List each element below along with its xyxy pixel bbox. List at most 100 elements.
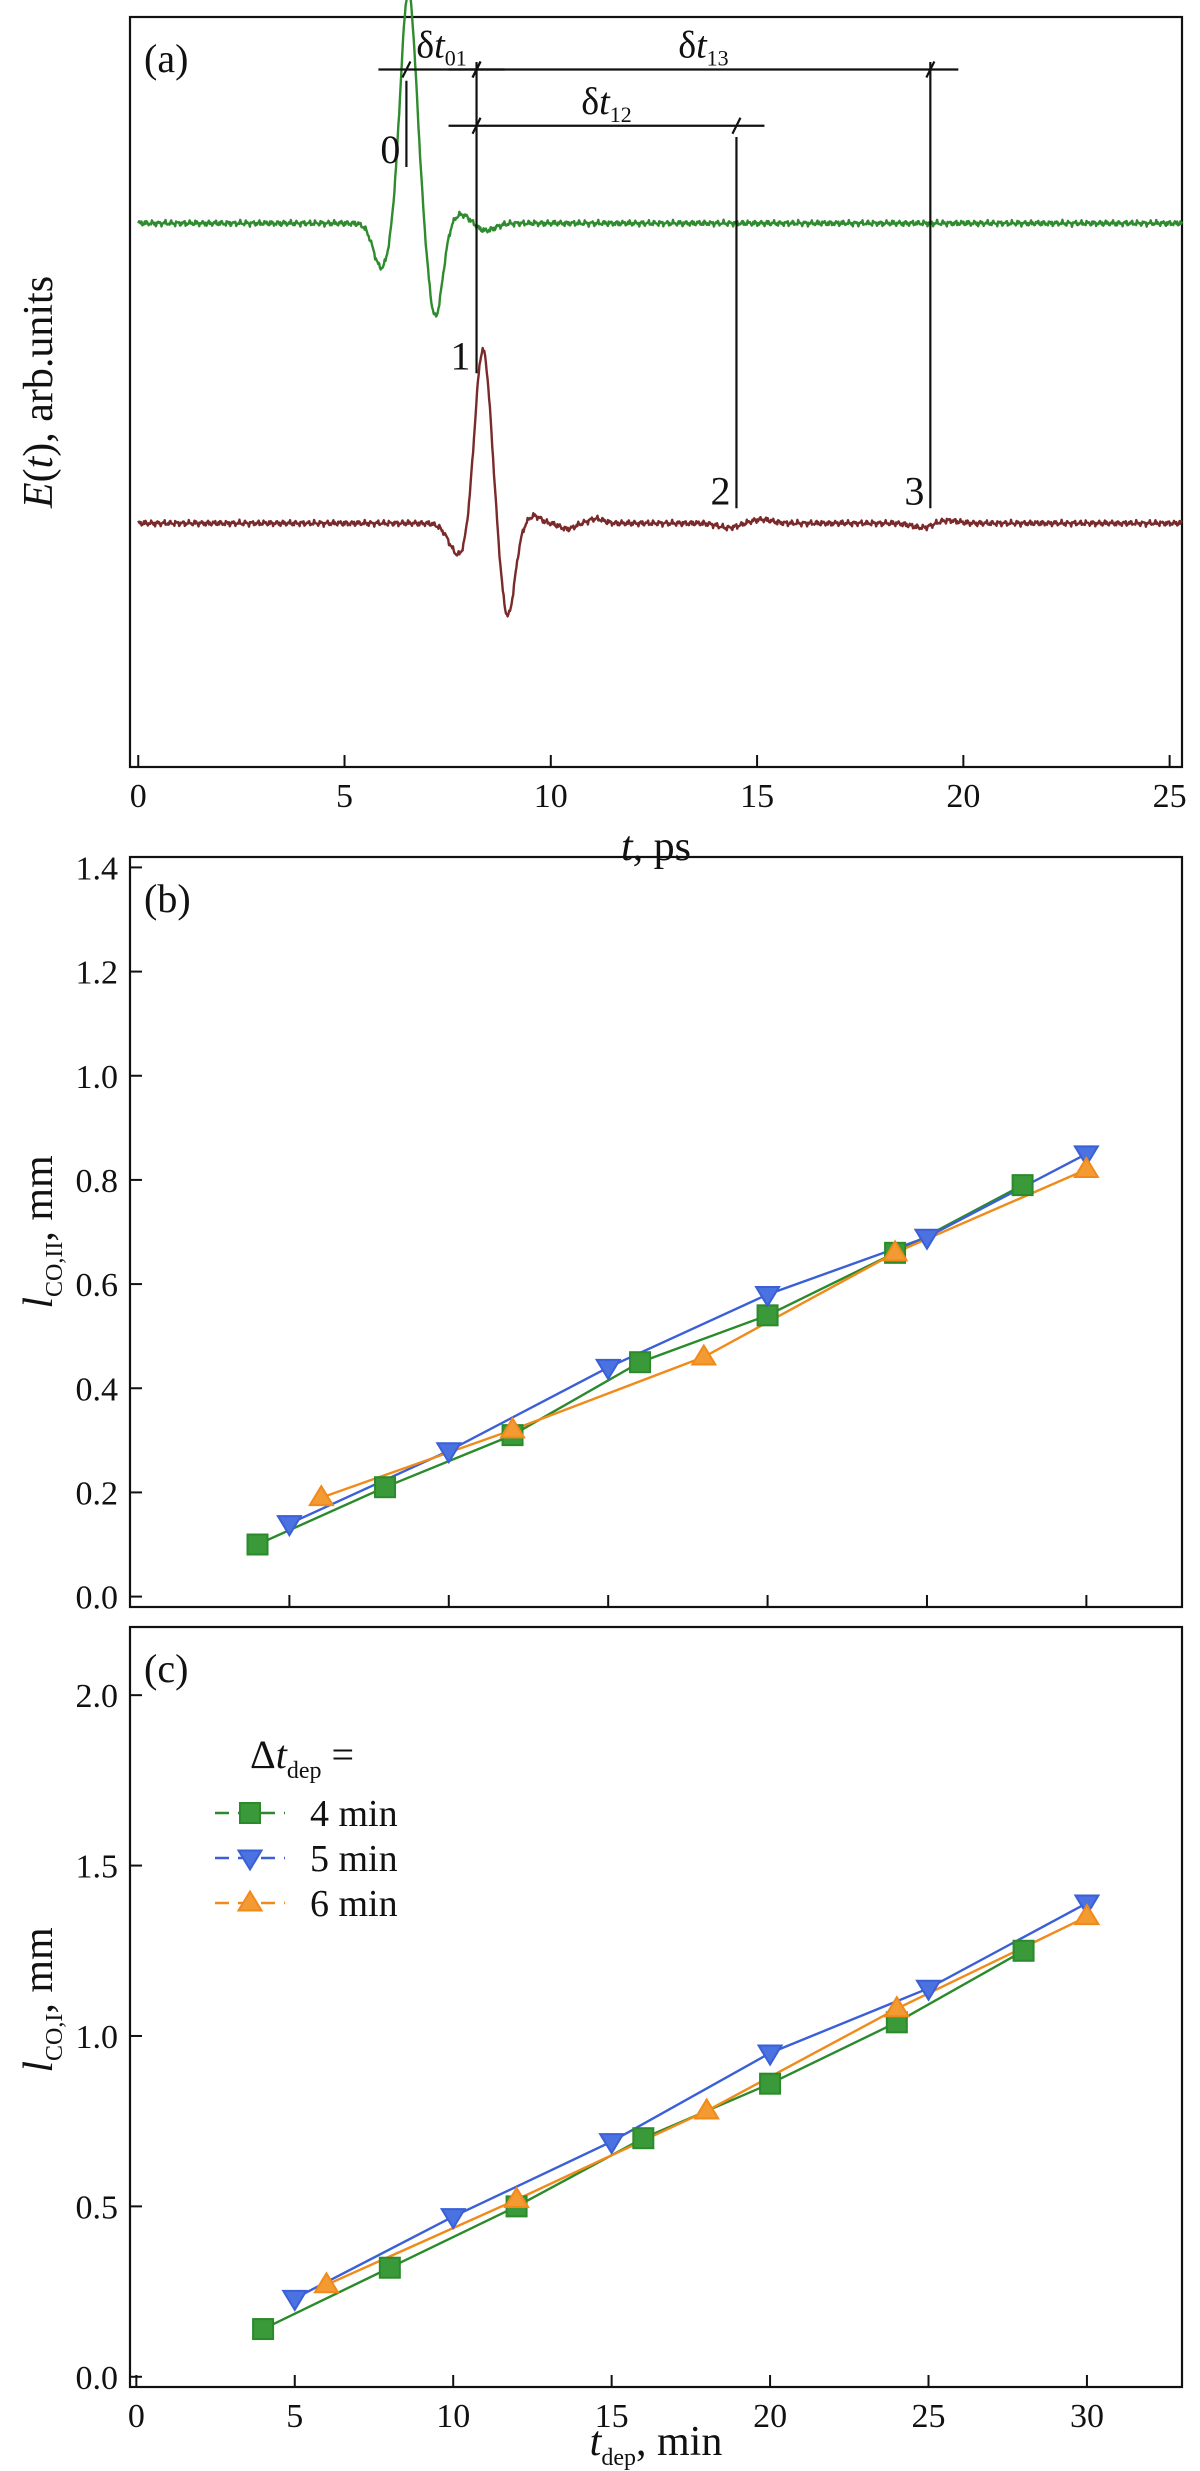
- interval-tick: [731, 117, 742, 135]
- interval-label-13: δt13: [678, 25, 728, 71]
- legend-entry-4-min: 4 min: [215, 1793, 398, 1835]
- data-point: [246, 1533, 269, 1556]
- y-tick-label: 1.4: [76, 850, 119, 887]
- data-point: [499, 1416, 526, 1439]
- panel-b-lco2-vs-time: (b) 0.0 0.2 0.4 0.6 0.8 1.0 1.2 1.4 lCO,II, mm: [16, 850, 1184, 1617]
- panel-c-series: [252, 1894, 1101, 2341]
- marker-label-1: 1: [451, 333, 471, 378]
- x-tick-label: 15: [595, 2398, 629, 2435]
- x-tick-label: 10: [436, 2398, 470, 2435]
- panel-b-series: [246, 1145, 1100, 1556]
- data-point: [881, 1239, 909, 1262]
- legend-marker: [236, 1849, 264, 1872]
- x-tick-label: 5: [286, 2398, 303, 2435]
- y-tick-label: 0.4: [76, 1371, 119, 1408]
- panel-a-signals: [137, 0, 1184, 618]
- panel-a-y-axis-label: E(t), arb.units: [16, 276, 62, 509]
- interval-label-01: δt01: [416, 25, 466, 71]
- markers-6-min: [307, 1156, 1100, 1507]
- legend-label: 5 min: [310, 1838, 398, 1880]
- data-point: [252, 2318, 275, 2341]
- data-point: [281, 2289, 309, 2312]
- sample-waveform: [137, 346, 1183, 618]
- y-tick-label: 1.0: [76, 1059, 119, 1096]
- panel-b-x-ticks: [129, 1595, 1088, 1607]
- x-tick-label: 20: [946, 778, 980, 815]
- y-tick-label: 1.2: [76, 955, 119, 992]
- data-point: [754, 1286, 781, 1308]
- interval-tick: [471, 61, 482, 78]
- data-point: [378, 2256, 401, 2279]
- panel-a-delay-intervals: δt01 δt13 δt12: [378, 25, 959, 135]
- y-tick-label: 2.0: [76, 1678, 119, 1715]
- data-point: [307, 1484, 335, 1507]
- data-point: [632, 2127, 655, 2150]
- data-point: [915, 1979, 942, 2002]
- data-point: [1073, 1156, 1100, 1178]
- series-5-min: [288, 1152, 1087, 1525]
- interval-tick: [471, 117, 482, 135]
- x-tick-label: 0: [130, 778, 147, 815]
- panel-a-delay-markers: 0 1 2 3: [380, 62, 932, 513]
- marker-label-3: 3: [904, 468, 924, 513]
- data-point: [693, 2097, 720, 2120]
- markers-4-min: [252, 1939, 1035, 2341]
- marker-label-0: 0: [380, 127, 400, 172]
- data-point: [313, 2271, 340, 2294]
- panel-b-y-axis-label: lCO,II, mm: [16, 1155, 68, 1309]
- panel-c-label: (c): [144, 1646, 188, 1691]
- series-line: [294, 1902, 1088, 2300]
- y-tick-label: 1.5: [76, 1849, 119, 1886]
- x-tick-label: 25: [1153, 778, 1187, 815]
- y-tick-label: 0.8: [76, 1163, 119, 1200]
- markers-5-min: [281, 1894, 1101, 2312]
- panel-c-lco1-vs-time: (c) 0.0 0.5 1.0 1.5 2.0 0 5 10 15 20 25 30 Δtdep =…: [16, 1625, 1184, 2471]
- data-point: [883, 1995, 911, 2018]
- series-line: [288, 1152, 1087, 1525]
- data-point: [503, 2186, 530, 2209]
- x-tick-label: 5: [336, 778, 353, 815]
- legend-label: 4 min: [310, 1793, 398, 1835]
- panel-a-label: (a): [144, 36, 188, 81]
- data-point: [1012, 1939, 1035, 1962]
- data-point: [276, 1515, 303, 1538]
- legend-title: Δtdep =: [250, 1732, 354, 1784]
- x-tick-label: 15: [740, 778, 774, 815]
- data-point: [435, 1442, 463, 1465]
- interval-tick: [925, 61, 936, 78]
- marker-label-2: 2: [710, 468, 730, 513]
- data-point: [759, 2072, 782, 2095]
- legend-entry-6-min: 6 min: [215, 1883, 398, 1925]
- y-tick-label: 0.6: [76, 1267, 119, 1304]
- x-tick-label: 10: [534, 778, 568, 815]
- data-point: [756, 2044, 784, 2067]
- data-point: [374, 1476, 397, 1499]
- legend-label: 6 min: [310, 1883, 398, 1925]
- panel-c-frame: [128, 1625, 1184, 2389]
- legend-marker: [236, 1889, 264, 1912]
- panel-a-x-axis-label: t, ps: [621, 824, 691, 870]
- data-point: [1011, 1174, 1034, 1197]
- panel-c-y-axis-label: lCO,I, mm: [16, 1927, 68, 2073]
- reference-waveform: [137, 0, 1184, 318]
- y-tick-label: 0.2: [76, 1475, 119, 1512]
- y-tick-label: 0.0: [76, 2360, 119, 2397]
- markers-6-min: [313, 1903, 1101, 2294]
- data-point: [1073, 1903, 1101, 1926]
- series-line: [320, 1168, 1087, 1499]
- markers-5-min: [276, 1145, 1100, 1538]
- data-point: [756, 1304, 779, 1327]
- interval-tick: [401, 61, 412, 78]
- markers-4-min: [246, 1174, 1034, 1556]
- y-tick-label: 1.0: [76, 2019, 119, 2056]
- panel-b-y-ticks: 0.0 0.2 0.4 0.6 0.8 1.0 1.2 1.4: [76, 850, 142, 1617]
- interval-label-12: δt12: [581, 81, 631, 127]
- data-point: [629, 1351, 652, 1374]
- x-tick-label: 20: [753, 2398, 787, 2435]
- legend-marker: [239, 1802, 261, 1824]
- data-point: [690, 1343, 718, 1366]
- x-tick-label: 0: [128, 2398, 145, 2435]
- panel-a-frame: [128, 15, 1184, 769]
- panel-a-terahertz-waveforms: (a) 0 5 10 15 20 25 0 1 2 3 δt01 δt13 δt12 t, ps E…: [16, 0, 1187, 870]
